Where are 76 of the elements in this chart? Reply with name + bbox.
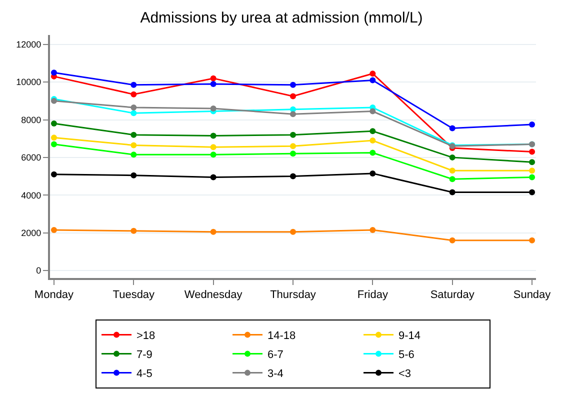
point <box>50 70 57 76</box>
legend-label: >18 <box>136 330 156 342</box>
point <box>290 173 296 180</box>
point <box>290 132 296 138</box>
point <box>50 141 57 148</box>
point <box>210 80 216 87</box>
point <box>449 189 456 196</box>
point <box>210 144 216 150</box>
point <box>290 143 296 150</box>
point <box>130 152 137 158</box>
x-tick-label: Thursday <box>270 289 316 302</box>
x-tick-label: Tuesday <box>112 289 156 302</box>
y-tick-label: 4000 <box>21 190 42 200</box>
point <box>290 228 296 235</box>
x-tick-label: Monday <box>34 289 74 302</box>
point <box>130 142 137 148</box>
point <box>130 91 137 98</box>
legend-label: <3 <box>398 368 412 380</box>
point <box>370 137 376 144</box>
legend-label: 7-9 <box>136 349 152 362</box>
point <box>529 237 536 244</box>
point <box>370 150 376 156</box>
y-tick-label: 2000 <box>21 228 42 238</box>
point <box>50 120 57 127</box>
legend-label: 4-5 <box>136 368 152 380</box>
y-tick-label: 8000 <box>21 114 42 125</box>
point <box>370 70 376 77</box>
point <box>130 104 137 111</box>
x-tick-label: Sunday <box>513 289 552 302</box>
x-tick-label: Friday <box>357 289 388 302</box>
point <box>130 82 137 88</box>
point <box>449 125 456 132</box>
point <box>50 134 57 141</box>
point <box>210 75 216 82</box>
y-tick-label: 6000 <box>21 152 42 163</box>
point <box>529 121 536 128</box>
point <box>210 152 216 158</box>
point <box>370 108 376 114</box>
point <box>449 176 456 182</box>
point <box>210 132 216 139</box>
legend-label: 5-6 <box>398 349 414 362</box>
x-tick-label: Wednesday <box>184 289 243 302</box>
point <box>290 82 296 88</box>
point <box>529 148 536 155</box>
legend-label: 14-18 <box>268 330 296 342</box>
point <box>529 189 536 196</box>
legend-label: 6-7 <box>268 349 284 362</box>
point <box>130 132 137 138</box>
point <box>50 226 57 233</box>
point <box>370 226 376 233</box>
point <box>370 77 376 84</box>
point <box>210 105 216 112</box>
legend-label: 3-4 <box>268 368 284 380</box>
point <box>529 174 536 180</box>
point <box>449 168 456 174</box>
point <box>130 228 137 234</box>
point <box>290 93 296 100</box>
point <box>290 150 296 157</box>
point <box>130 172 137 178</box>
point <box>449 154 456 160</box>
point <box>529 168 536 174</box>
y-tick-label: 10000 <box>16 77 42 88</box>
point <box>210 174 216 180</box>
y-tick-label: 0 <box>36 266 42 276</box>
legend-label: 9-14 <box>398 330 421 342</box>
chart-title: Admissions by urea at admission (mmol/L) <box>140 10 423 26</box>
point <box>370 170 376 176</box>
point <box>210 228 216 235</box>
point <box>130 110 137 116</box>
point <box>50 171 57 178</box>
x-tick-label: Saturday <box>430 289 475 302</box>
point <box>449 237 456 244</box>
point <box>370 128 376 134</box>
point <box>290 111 296 118</box>
y-tick-label: 12000 <box>16 40 42 50</box>
point <box>529 159 536 166</box>
